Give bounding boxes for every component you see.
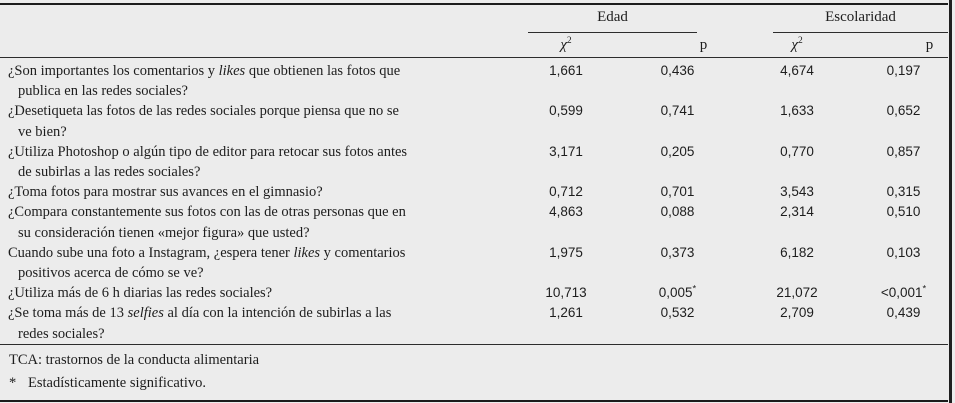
- edad-p-cell: 0,373: [660, 244, 695, 260]
- edad-chi2-cell: 1,261: [549, 305, 583, 321]
- escolaridad-chi2-header: χ2: [791, 35, 803, 53]
- asterisk-marker: *: [9, 374, 17, 391]
- escolaridad-p-cell: 0,315: [886, 184, 921, 200]
- escolaridad-p-cell: 0,510: [886, 204, 921, 220]
- edad-chi2-cell: 4,863: [549, 204, 583, 220]
- question-cell: ¿Utiliza más de 6 h diarias las redes so…: [8, 285, 273, 302]
- edad-chi2-cell: 1,975: [549, 244, 583, 260]
- table-header: Edad Escolaridad χ2 p χ2 p: [0, 4, 949, 58]
- edad-p-cell: 0,701: [660, 184, 695, 200]
- table-row: ¿Utiliza Photoshop o algún tipo de edito…: [0, 142, 948, 182]
- question-column-header: [0, 4, 512, 33]
- edad-chi2-cell: 1,661: [549, 63, 583, 78]
- escolaridad-p-cell: 0,857: [886, 143, 921, 159]
- edad-group-header: Edad: [512, 4, 735, 33]
- table-footnotes: TCA: trastornos de la conducta alimentar…: [0, 345, 948, 402]
- table-row: ¿Se toma más de 13 selfies al día con la…: [0, 303, 948, 344]
- edad-p-header: p: [699, 36, 708, 53]
- stats-table: Edad Escolaridad χ2 p χ2 p ¿Son importan…: [0, 3, 949, 345]
- footnote-abbreviation: TCA: trastornos de la conducta alimentar…: [9, 351, 260, 368]
- footnote-significance-text: Estadísticamente significativo.: [28, 374, 206, 391]
- table-row: ¿Desetiqueta las fotos de las redes soci…: [0, 101, 948, 141]
- table-body: ¿Son importantes los comentarios y likes…: [0, 58, 949, 345]
- edad-chi2-cell: 3,171: [549, 143, 583, 159]
- edad-p-cell: 0,005*: [658, 283, 697, 301]
- spanner-row: Edad Escolaridad: [0, 4, 949, 33]
- table-row: ¿Compara constantemente sus fotos con la…: [0, 202, 948, 242]
- escolaridad-chi2-cell: 2,709: [780, 305, 814, 321]
- question-cell: ¿Desetiqueta las fotos de las redes soci…: [8, 103, 399, 140]
- edad-chi2-header: χ2: [560, 35, 572, 53]
- escolaridad-group-header: Escolaridad: [735, 4, 949, 33]
- escolaridad-chi2-cell: 0,770: [780, 143, 814, 159]
- question-cell: ¿Son importantes los comentarios y likes…: [8, 63, 401, 100]
- escolaridad-chi2-cell: 6,182: [780, 244, 814, 260]
- question-cell: ¿Se toma más de 13 selfies al día con la…: [8, 305, 392, 342]
- escolaridad-p-cell: 0,103: [886, 244, 921, 260]
- escolaridad-p-cell: <0,001*: [880, 283, 927, 301]
- escolaridad-chi2-cell: 21,072: [776, 285, 818, 301]
- page-edge-rule: [949, 0, 952, 403]
- edad-p-cell: 0,532: [660, 305, 695, 321]
- edad-p-cell: 0,088: [660, 204, 695, 220]
- escolaridad-p-cell: 0,652: [886, 103, 921, 119]
- edad-chi2-cell: 0,599: [549, 103, 583, 119]
- question-cell: ¿Compara constantemente sus fotos con la…: [8, 204, 406, 241]
- edad-p-cell: 0,741: [660, 103, 695, 119]
- table-row: ¿Son importantes los comentarios y likes…: [0, 58, 948, 102]
- footnote-significance: * Estadísticamente significativo.: [9, 372, 948, 395]
- edad-group-label: Edad: [528, 5, 698, 33]
- escolaridad-p-header: p: [925, 36, 934, 53]
- edad-p-cell: 0,205: [660, 143, 695, 159]
- empty-subheader: [0, 33, 512, 58]
- table-row: Cuando sube una foto a Instagram, ¿esper…: [0, 243, 948, 283]
- escolaridad-chi2-cell: 3,543: [780, 184, 814, 200]
- edad-p-cell: 0,436: [660, 63, 695, 78]
- escolaridad-chi2-cell: 4,674: [780, 63, 814, 78]
- question-cell: ¿Utiliza Photoshop o algún tipo de edito…: [8, 143, 408, 181]
- escolaridad-chi2-cell: 1,633: [780, 103, 814, 119]
- question-cell: ¿Toma fotos para mostrar sus avances en …: [8, 184, 323, 201]
- question-cell: Cuando sube una foto a Instagram, ¿esper…: [8, 244, 406, 282]
- edad-chi2-cell: 10,713: [545, 285, 587, 301]
- table-row: ¿Toma fotos para mostrar sus avances en …: [0, 182, 948, 202]
- subheader-row: χ2 p χ2 p: [0, 33, 948, 58]
- escolaridad-p-cell: 0,439: [886, 305, 921, 321]
- edad-chi2-cell: 0,712: [549, 184, 583, 200]
- escolaridad-group-label: Escolaridad: [773, 5, 949, 33]
- table-row: ¿Utiliza más de 6 h diarias las redes so…: [0, 283, 948, 303]
- escolaridad-chi2-cell: 2,314: [780, 204, 814, 220]
- escolaridad-p-cell: 0,197: [886, 63, 921, 78]
